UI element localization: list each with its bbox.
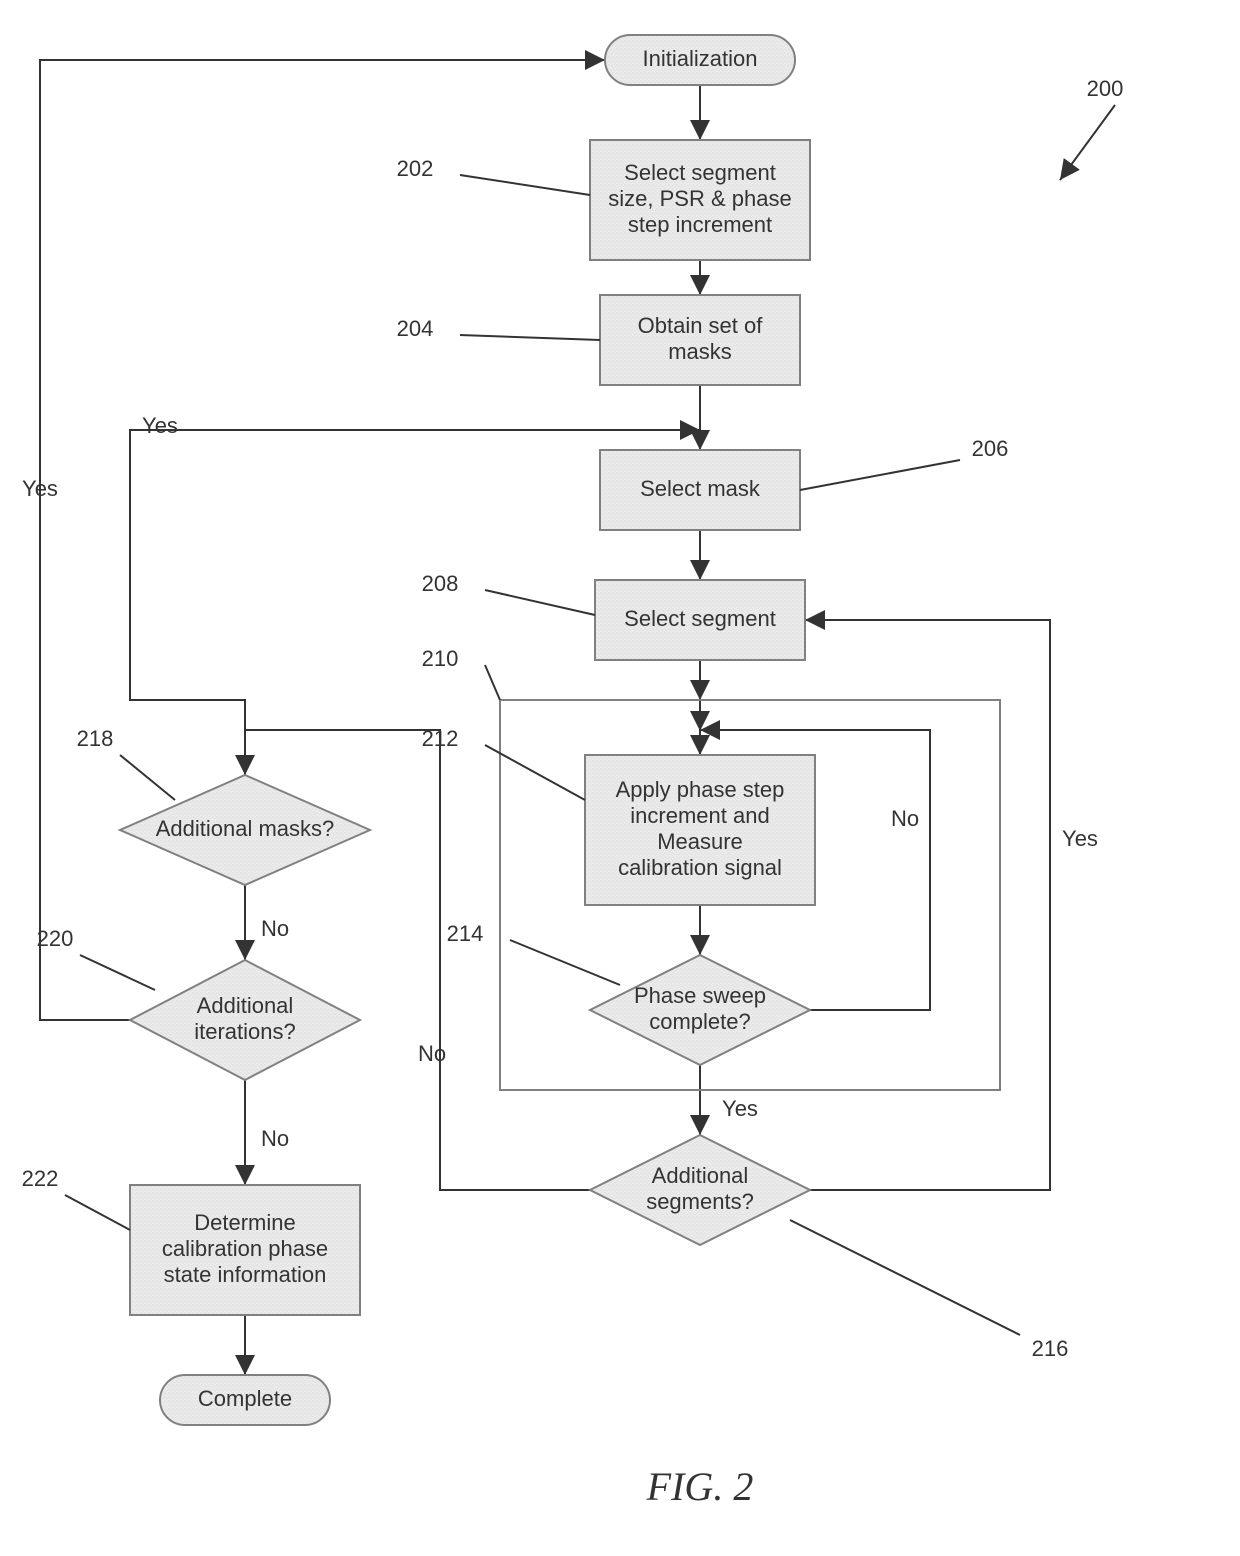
node-n212-text: Apply phase step xyxy=(616,777,785,802)
node-n202-text: step increment xyxy=(628,212,772,237)
node-n218: Additional masks? xyxy=(120,775,370,885)
callout-212-label: 212 xyxy=(422,726,459,751)
figure-label: FIG. 2 xyxy=(646,1464,754,1509)
callout-214: 214 xyxy=(447,921,620,985)
callout-218-label: 218 xyxy=(77,726,114,751)
edge-label: No xyxy=(891,806,919,831)
edge-label: No xyxy=(261,916,289,941)
node-n208: Select segment xyxy=(595,580,805,660)
edge-label: Yes xyxy=(722,1096,758,1121)
callout-220: 220 xyxy=(37,926,155,990)
callout-202: 202 xyxy=(397,156,590,195)
callout-206-label: 206 xyxy=(972,436,1009,461)
node-n222: Determinecalibration phasestate informat… xyxy=(130,1185,360,1315)
node-n204-text: masks xyxy=(668,339,732,364)
node-n214: Phase sweepcomplete? xyxy=(590,955,810,1065)
node-n222-text: state information xyxy=(164,1262,327,1287)
flowchart-canvas: No Yes Yes No Yes No Yes No Initialization Selec… xyxy=(0,0,1240,1556)
callout-212: 212 xyxy=(422,726,585,800)
node-n212: Apply phase stepincrement andMeasurecali… xyxy=(585,755,815,905)
callout-200-label: 200 xyxy=(1087,76,1124,101)
callout-208-label: 208 xyxy=(422,571,459,596)
node-n220-text: Additional xyxy=(197,993,294,1018)
callout-210: 210 xyxy=(422,646,500,700)
node-complete-text: Complete xyxy=(198,1386,292,1411)
node-n202: Select segmentsize, PSR & phasestep incr… xyxy=(590,140,810,260)
callout-220-label: 220 xyxy=(37,926,74,951)
callout-204-label: 204 xyxy=(397,316,434,341)
node-init: Initialization xyxy=(605,35,795,85)
callout-216-label: 216 xyxy=(1032,1336,1069,1361)
callout-200: 200 xyxy=(1060,76,1123,180)
node-init-text: Initialization xyxy=(643,46,758,71)
edge-label: Yes xyxy=(1062,826,1098,851)
callout-210-label: 210 xyxy=(422,646,459,671)
node-n214-text: Phase sweep xyxy=(634,983,766,1008)
node-n222-text: calibration phase xyxy=(162,1236,328,1261)
node-n204-text: Obtain set of xyxy=(638,313,764,338)
node-n222-text: Determine xyxy=(194,1210,295,1235)
node-n204: Obtain set ofmasks xyxy=(600,295,800,385)
callout-202-label: 202 xyxy=(397,156,434,181)
edge xyxy=(805,620,1050,1190)
callout-216: 216 xyxy=(790,1220,1068,1361)
edge-label: No xyxy=(261,1126,289,1151)
callout-204: 204 xyxy=(397,316,600,341)
edge-label: Yes xyxy=(22,476,58,501)
edge-label: Yes xyxy=(142,413,178,438)
callout-218: 218 xyxy=(77,726,175,800)
callout-222-label: 222 xyxy=(22,1166,59,1191)
node-n218-text: Additional masks? xyxy=(156,816,335,841)
callout-206: 206 xyxy=(800,436,1008,490)
node-n212-text: Measure xyxy=(657,829,743,854)
node-n212-text: calibration signal xyxy=(618,855,782,880)
node-n214-text: complete? xyxy=(649,1009,751,1034)
node-n216-text: Additional xyxy=(652,1163,749,1188)
node-n206-text: Select mask xyxy=(640,476,761,501)
callout-222: 222 xyxy=(22,1166,130,1230)
node-n202-text: Select segment xyxy=(624,160,776,185)
node-n212-text: increment and xyxy=(630,803,769,828)
callout-214-label: 214 xyxy=(447,921,484,946)
node-n216-text: segments? xyxy=(646,1189,754,1214)
edge xyxy=(40,60,605,1020)
node-n202-text: size, PSR & phase xyxy=(608,186,791,211)
node-n216: Additionalsegments? xyxy=(590,1135,810,1245)
node-n206: Select mask xyxy=(600,450,800,530)
edge-label: No xyxy=(418,1041,446,1066)
node-n220-text: iterations? xyxy=(194,1019,296,1044)
callout-208: 208 xyxy=(422,571,595,615)
node-n208-text: Select segment xyxy=(624,606,776,631)
node-n220: Additionaliterations? xyxy=(130,960,360,1080)
node-complete: Complete xyxy=(160,1375,330,1425)
